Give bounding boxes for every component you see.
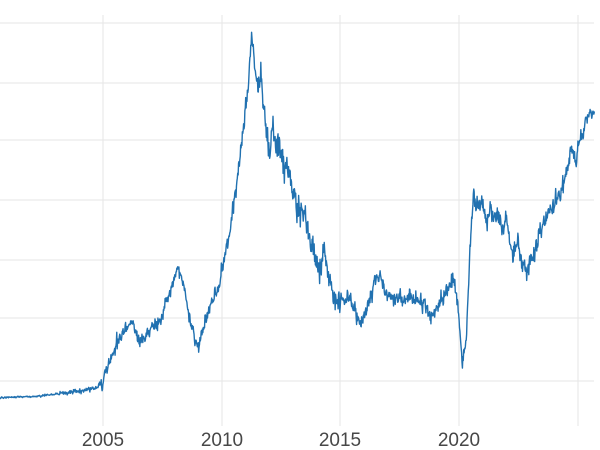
svg-text:2015: 2015: [319, 430, 361, 450]
svg-text:2005: 2005: [82, 430, 124, 450]
svg-text:2010: 2010: [201, 430, 243, 450]
svg-text:2020: 2020: [438, 430, 480, 450]
